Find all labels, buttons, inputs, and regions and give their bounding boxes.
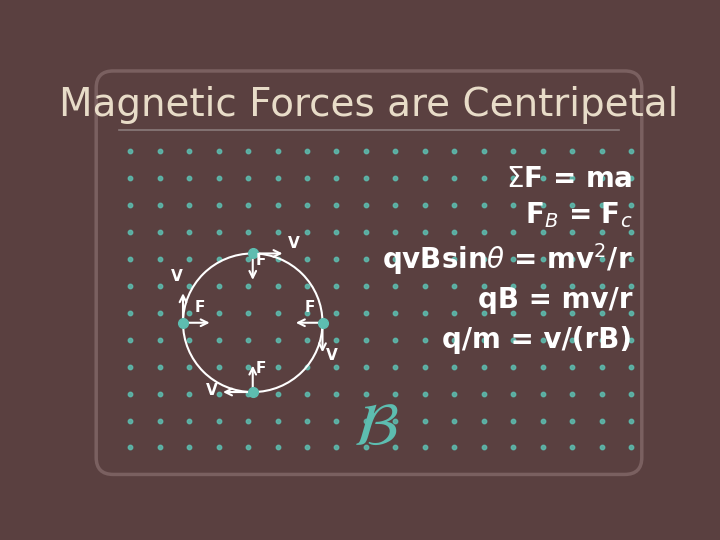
Text: q/m = v/(rB): q/m = v/(rB) xyxy=(442,327,632,354)
FancyBboxPatch shape xyxy=(96,71,642,475)
Text: V: V xyxy=(206,383,218,398)
Text: qB = mv/r: qB = mv/r xyxy=(478,286,632,314)
Text: $\Sigma$F = ma: $\Sigma$F = ma xyxy=(506,165,632,193)
Text: V: V xyxy=(325,348,338,363)
Text: V: V xyxy=(171,269,182,284)
Text: F: F xyxy=(256,361,266,376)
Text: F: F xyxy=(194,300,205,315)
Text: qvBsin$\theta$ = mv$^2$/r: qvBsin$\theta$ = mv$^2$/r xyxy=(382,241,632,277)
Text: F: F xyxy=(256,253,266,268)
Text: F$_B$ = F$_c$: F$_B$ = F$_c$ xyxy=(525,200,632,230)
Text: $\mathcal{B}$: $\mathcal{B}$ xyxy=(353,399,398,458)
Text: F: F xyxy=(305,300,315,315)
Text: Magnetic Forces are Centripetal: Magnetic Forces are Centripetal xyxy=(59,86,679,124)
Text: V: V xyxy=(289,236,300,251)
